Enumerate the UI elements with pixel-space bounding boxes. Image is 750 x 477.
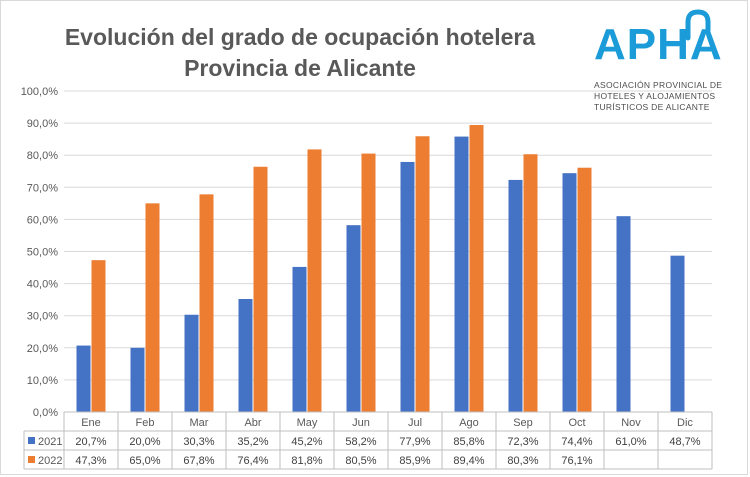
bar-2021-ene — [76, 345, 91, 412]
data-label-2021: 77,9% — [399, 436, 430, 448]
bar-2021-nov — [616, 216, 631, 412]
data-label-2022: 85,9% — [399, 455, 430, 467]
data-label-2022: 65,0% — [129, 455, 160, 467]
data-label-2021: 20,7% — [75, 436, 106, 448]
data-label-2022: 67,8% — [183, 455, 214, 467]
y-tick-label: 10,0% — [27, 375, 58, 387]
data-label-2022: 76,4% — [237, 455, 268, 467]
data-label-2021: 20,0% — [129, 436, 160, 448]
chart-title-line1: Evolución del grado de ocupación hoteler… — [64, 24, 536, 50]
bar-2022-jun — [361, 153, 376, 412]
bar-2022-sep — [523, 154, 538, 412]
x-tick-label: Mar — [190, 417, 209, 429]
data-label-2022: 89,4% — [453, 455, 484, 467]
data-label-2022: 47,3% — [75, 455, 106, 467]
bar-2021-sep — [508, 179, 523, 412]
y-tick-label: 90,0% — [27, 118, 58, 130]
x-tick-label: Dic — [677, 417, 693, 429]
y-tick-label: 60,0% — [27, 214, 58, 226]
bar-2021-mar — [184, 314, 199, 412]
chart-title-line2: Provincia de Alicante — [184, 55, 416, 81]
y-tick-label: 50,0% — [27, 247, 58, 259]
logo-line-3: TURÍSTICOS DE ALICANTE — [594, 102, 710, 112]
bar-2021-feb — [130, 347, 145, 412]
x-tick-label: Nov — [621, 417, 641, 429]
y-tick-label: 30,0% — [27, 311, 58, 323]
data-label-2022: 80,5% — [345, 455, 376, 467]
x-tick-label: Ago — [459, 417, 479, 429]
bar-2021-jun — [346, 225, 361, 412]
data-label-2021: 30,3% — [183, 436, 214, 448]
apha-logo: APHA ASOCIACIÓN PROVINCIAL DE HOTELES Y … — [588, 8, 728, 116]
bar-2021-may — [292, 266, 307, 412]
y-tick-label: 100,0% — [21, 86, 59, 98]
data-label-2022: 76,1% — [561, 455, 592, 467]
data-label-2021: 58,2% — [345, 436, 376, 448]
y-tick-label: 20,0% — [27, 343, 58, 355]
bar-2022-mar — [199, 194, 214, 412]
legend-key-2021 — [28, 437, 35, 444]
bar-2021-ago — [454, 136, 469, 412]
x-tick-label: Oct — [568, 417, 585, 429]
x-tick-label: Feb — [136, 417, 155, 429]
chart-title: Evolución del grado de ocupación hoteler… — [40, 22, 560, 84]
data-label-2021: 85,8% — [453, 436, 484, 448]
x-tick-label: Ene — [81, 417, 101, 429]
logo-brand: APHA — [594, 20, 723, 69]
bar-2021-jul — [400, 161, 415, 412]
data-label-2021: 61,0% — [615, 436, 646, 448]
legend-label-2021: 2021 — [38, 436, 62, 448]
legend-label-2022: 2022 — [38, 455, 62, 467]
bar-2022-oct — [577, 167, 592, 412]
bar-2022-ago — [469, 125, 484, 412]
bar-2021-dic — [670, 255, 685, 412]
bar-2021-oct — [562, 173, 577, 412]
data-label-2021: 35,2% — [237, 436, 268, 448]
data-label-2021: 45,2% — [291, 436, 322, 448]
x-tick-label: Abr — [244, 417, 261, 429]
y-tick-label: 0,0% — [33, 407, 58, 419]
x-tick-label: Jun — [352, 417, 370, 429]
logo-line-2: HOTELES Y ALOJAMIENTOS — [594, 91, 716, 101]
bar-2022-abr — [253, 166, 268, 412]
data-label-2021: 48,7% — [669, 436, 700, 448]
data-label-2021: 74,4% — [561, 436, 592, 448]
legend-key-2022 — [28, 456, 35, 463]
x-tick-label: May — [297, 417, 318, 429]
logo-line-1: ASOCIACIÓN PROVINCIAL DE — [594, 80, 723, 90]
logo-key-icon — [685, 9, 711, 41]
bar-2022-jul — [415, 136, 430, 413]
data-label-2021: 72,3% — [507, 436, 538, 448]
bar-2022-feb — [145, 203, 160, 412]
bar-2022-may — [307, 149, 322, 412]
x-tick-label: Jul — [408, 417, 422, 429]
y-tick-label: 40,0% — [27, 279, 58, 291]
x-tick-label: Sep — [513, 417, 533, 429]
data-label-2022: 80,3% — [507, 455, 538, 467]
y-tick-label: 80,0% — [27, 150, 58, 162]
bar-2021-abr — [238, 299, 253, 412]
y-tick-label: 70,0% — [27, 182, 58, 194]
bar-2022-ene — [91, 260, 106, 412]
data-label-2022: 81,8% — [291, 455, 322, 467]
